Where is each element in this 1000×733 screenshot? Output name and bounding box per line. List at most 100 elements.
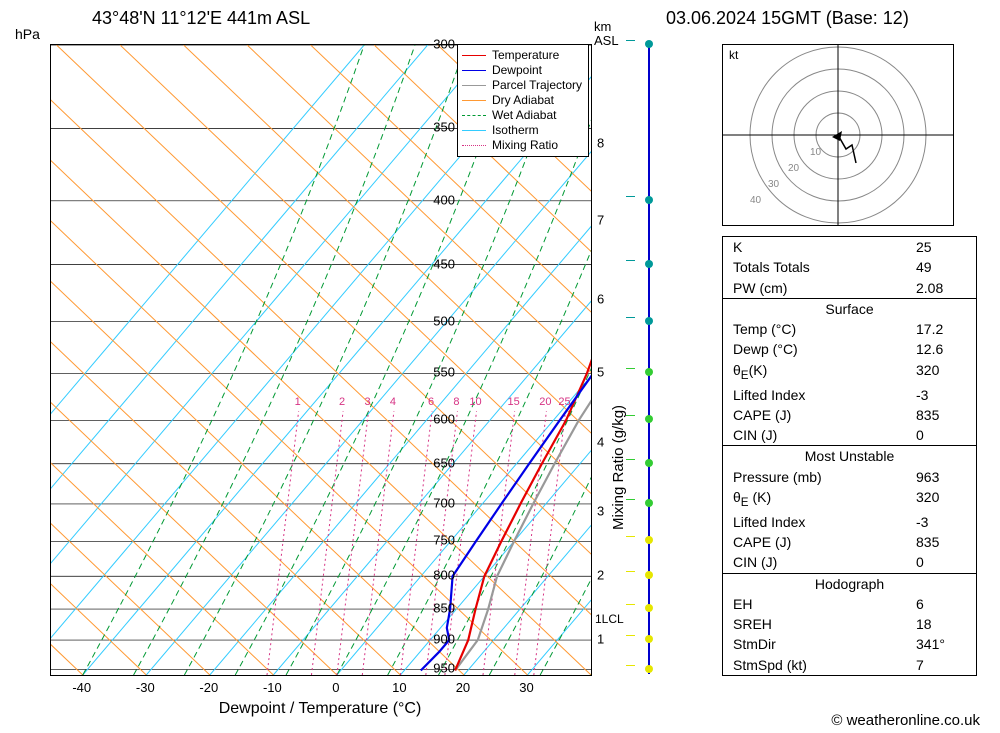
- pressure-tick: 550: [415, 365, 455, 380]
- legend-item: Parcel Trajectory: [462, 78, 582, 93]
- hodograph: 10203040kt: [722, 44, 954, 226]
- altitude-tick: 2: [597, 568, 604, 583]
- legend-item: Dry Adiabat: [462, 93, 582, 108]
- altitude-tick: 4: [597, 434, 604, 449]
- indices-row: Totals Totals49: [723, 257, 976, 277]
- indices-row: CAPE (J)835: [723, 405, 976, 425]
- wind-barb-dot: [645, 571, 653, 579]
- pressure-tick: 350: [415, 120, 455, 135]
- temp-tick: -40: [72, 680, 91, 695]
- wind-barb-axis: ⎯⎯⎯⎯⎯⎯⎯⎯⎯⎯⎯⎯⎯: [648, 44, 650, 674]
- altitude-tick: 8: [597, 135, 604, 150]
- indices-row: StmSpd (kt)7: [723, 655, 976, 675]
- wind-barb-dot: [645, 665, 653, 673]
- indices-hodograph: HodographEH6SREH18StmDir341°StmSpd (kt)7: [722, 574, 977, 676]
- wind-barb-dot: [645, 459, 653, 467]
- wind-barb-icon: ⎯: [626, 526, 635, 544]
- temp-tick: 20: [456, 680, 470, 695]
- mixing-tick: 3: [364, 396, 370, 408]
- temp-tick: 10: [392, 680, 406, 695]
- pressure-tick: 850: [415, 601, 455, 616]
- wind-barb-dot: [645, 635, 653, 643]
- mixing-tick: 15: [508, 396, 520, 408]
- mixing-ratio-label: Mixing Ratio (g/kg): [610, 405, 627, 530]
- pressure-tick: 900: [415, 632, 455, 647]
- wind-barb-icon: ⎯: [626, 449, 635, 467]
- wind-barb-icon: ⎯: [626, 250, 635, 268]
- indices-row: θE (K)320: [723, 487, 976, 512]
- pressure-tick: 400: [415, 192, 455, 207]
- temp-tick: 0: [332, 680, 339, 695]
- wind-barb-dot: [645, 196, 653, 204]
- altitude-tick: 3: [597, 503, 604, 518]
- indices-panel: K25Totals Totals49PW (cm)2.08 SurfaceTem…: [722, 236, 977, 676]
- wind-barb-icon: ⎯: [626, 489, 635, 507]
- mixing-tick: 2: [339, 396, 345, 408]
- pressure-tick: 450: [415, 256, 455, 271]
- pressure-tick: 300: [415, 37, 455, 52]
- temp-tick: -30: [136, 680, 155, 695]
- pressure-tick: 950: [415, 661, 455, 676]
- indices-header: Surface: [723, 299, 976, 319]
- legend: TemperatureDewpointParcel TrajectoryDry …: [457, 44, 589, 157]
- svg-text:kt: kt: [729, 48, 739, 62]
- wind-barb-icon: ⎯: [626, 594, 635, 612]
- legend-item: Wet Adiabat: [462, 108, 582, 123]
- wind-barb-dot: [645, 260, 653, 268]
- legend-item: Mixing Ratio: [462, 138, 582, 153]
- svg-text:30: 30: [768, 179, 780, 190]
- pressure-tick: 600: [415, 412, 455, 427]
- indices-row: Dewp (°C)12.6: [723, 339, 976, 359]
- mixing-tick: 6: [428, 396, 434, 408]
- pressure-tick: 650: [415, 455, 455, 470]
- wind-barb-dot: [645, 536, 653, 544]
- mixing-tick: 20: [539, 396, 551, 408]
- indices-row: θE(K)320: [723, 360, 976, 385]
- altitude-tick: 7: [597, 212, 604, 227]
- indices-header: Most Unstable: [723, 446, 976, 466]
- temp-tick: -10: [263, 680, 282, 695]
- datetime-title: 03.06.2024 15GMT (Base: 12): [666, 8, 909, 29]
- svg-text:40: 40: [750, 195, 762, 206]
- wind-barb-dot: [645, 40, 653, 48]
- wind-barb-icon: ⎯: [626, 30, 635, 48]
- indices-row: PW (cm)2.08: [723, 278, 976, 298]
- legend-item: Isotherm: [462, 123, 582, 138]
- indices-row: K25: [723, 237, 976, 257]
- wind-barb-icon: ⎯: [626, 405, 635, 423]
- wind-barb-icon: ⎯: [626, 655, 635, 673]
- wind-barb-dot: [645, 415, 653, 423]
- indices-row: EH6: [723, 594, 976, 614]
- wind-barb-icon: ⎯: [626, 307, 635, 325]
- wind-barb-dot: [645, 499, 653, 507]
- indices-unstable: Most UnstablePressure (mb)963θE (K)320Li…: [722, 446, 977, 573]
- indices-row: CAPE (J)835: [723, 532, 976, 552]
- wind-barb-dot: [645, 368, 653, 376]
- y-left-label: hPa: [15, 26, 40, 42]
- wind-barb-icon: ⎯: [626, 358, 635, 376]
- mixing-tick: 1: [295, 396, 301, 408]
- wind-barb-icon: ⎯: [626, 186, 635, 204]
- pressure-tick: 700: [415, 495, 455, 510]
- pressure-tick: 750: [415, 533, 455, 548]
- wind-barb-icon: ⎯: [626, 625, 635, 643]
- copyright: © weatheronline.co.uk: [831, 712, 980, 729]
- temp-tick: -20: [199, 680, 218, 695]
- pressure-tick: 800: [415, 568, 455, 583]
- indices-surface: SurfaceTemp (°C)17.2Dewp (°C)12.6θE(K)32…: [722, 299, 977, 447]
- altitude-tick: 6: [597, 291, 604, 306]
- svg-text:10: 10: [810, 147, 822, 158]
- indices-row: CIN (J)0: [723, 425, 976, 445]
- wind-barb-dot: [645, 317, 653, 325]
- mixing-tick: 4: [390, 396, 396, 408]
- legend-item: Dewpoint: [462, 63, 582, 78]
- indices-top: K25Totals Totals49PW (cm)2.08: [722, 236, 977, 299]
- indices-row: Temp (°C)17.2: [723, 319, 976, 339]
- altitude-tick: 1: [597, 632, 604, 647]
- indices-row: Lifted Index-3: [723, 512, 976, 532]
- indices-row: StmDir341°: [723, 634, 976, 654]
- y-right-label: kmASL: [594, 20, 619, 49]
- legend-item: Temperature: [462, 48, 582, 63]
- mixing-tick: 10: [469, 396, 481, 408]
- temp-tick: 30: [519, 680, 533, 695]
